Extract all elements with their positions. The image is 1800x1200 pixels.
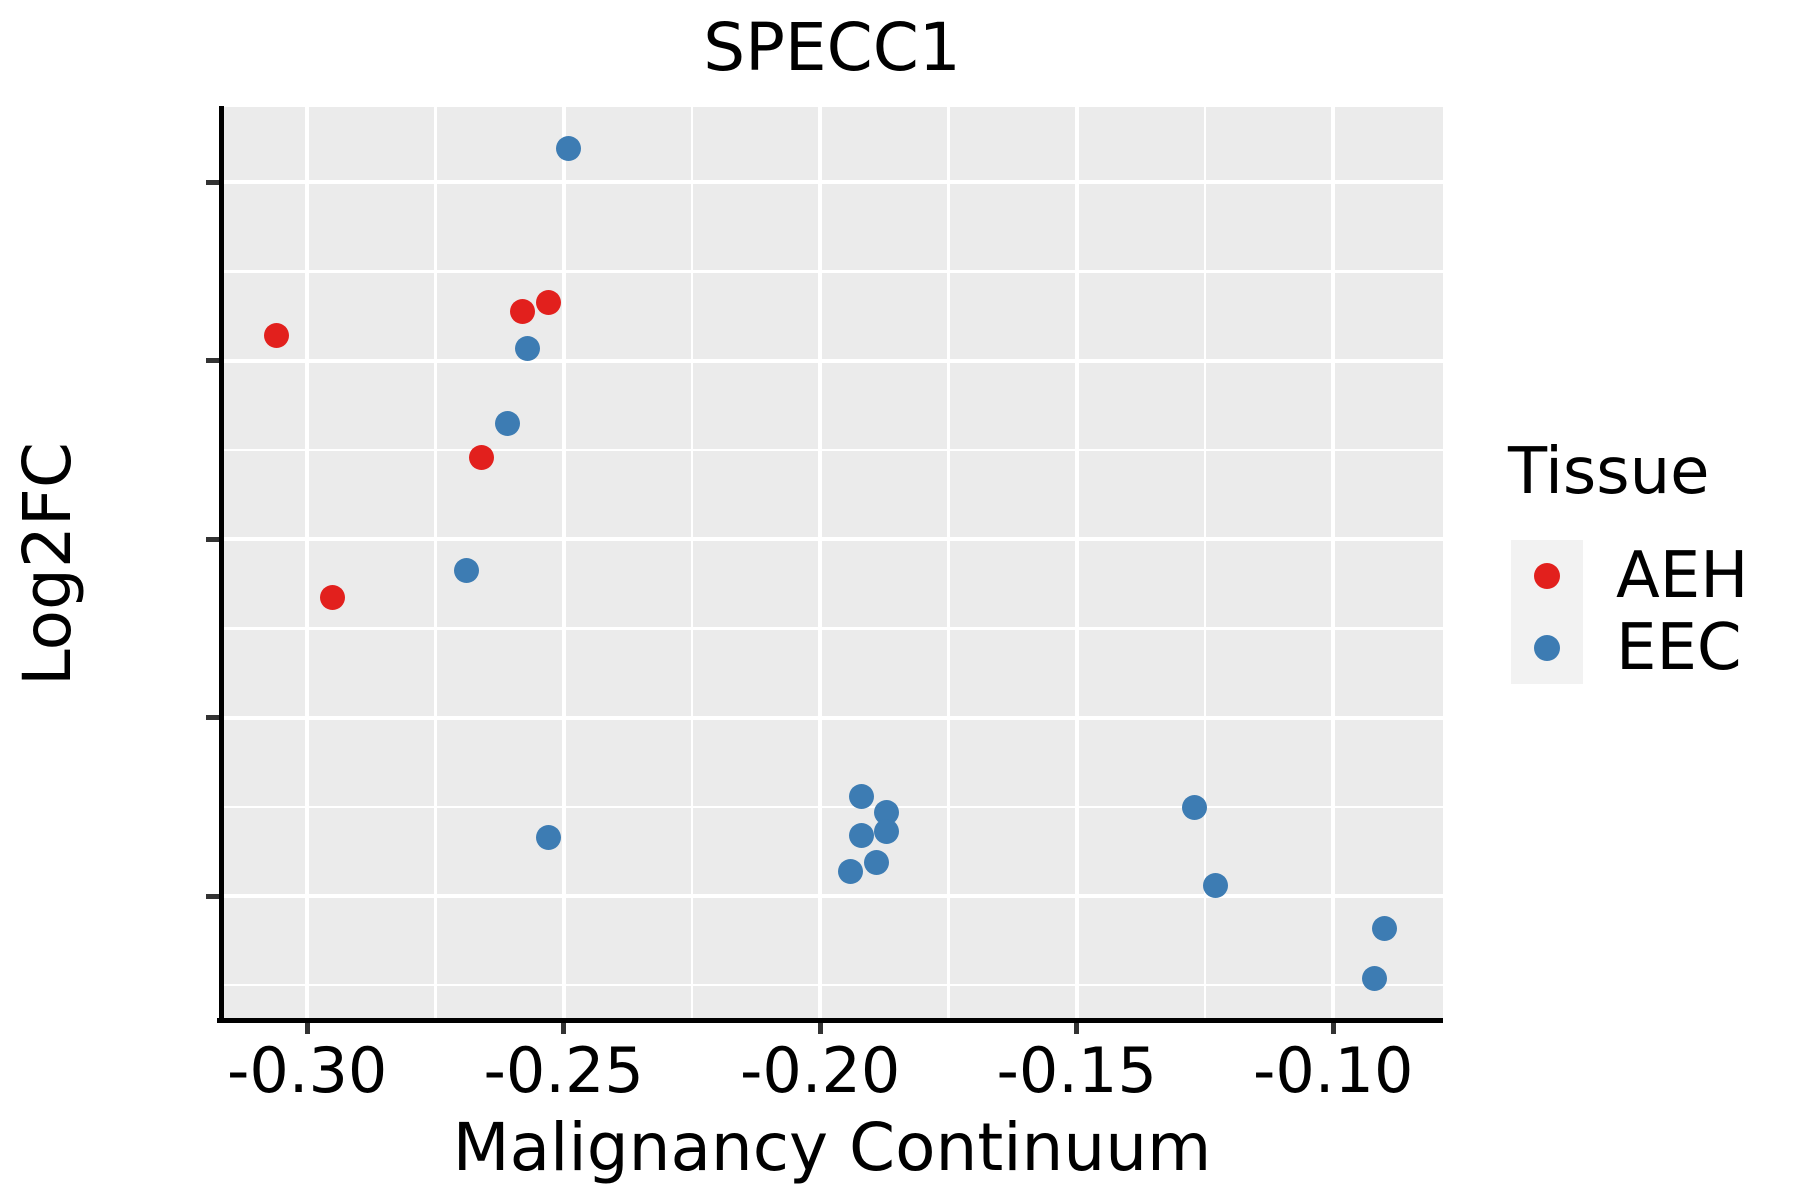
y-major-gridline — [222, 358, 1443, 363]
legend-label-eec: EEC — [1616, 611, 1742, 685]
x-minor-gridline — [434, 107, 437, 1021]
y-tick — [206, 893, 219, 899]
x-tick — [1330, 1021, 1336, 1034]
x-tick-label: -0.30 — [226, 1034, 388, 1107]
data-point-aeh — [263, 323, 289, 349]
y-tick — [206, 358, 219, 364]
data-point-aeh — [320, 584, 346, 610]
y-tick — [206, 715, 219, 721]
data-point-eec — [1182, 795, 1208, 821]
y-major-gridline — [222, 537, 1443, 542]
x-tick — [1074, 1021, 1080, 1034]
data-point-eec — [1202, 872, 1228, 898]
x-minor-gridline — [1203, 107, 1207, 1021]
data-point-aeh — [469, 444, 495, 470]
x-major-gridline — [305, 107, 310, 1021]
x-tick — [304, 1021, 310, 1034]
data-point-eec — [864, 849, 890, 875]
x-minor-gridline — [690, 107, 694, 1021]
y-minor-gridline — [222, 270, 1443, 273]
x-tick-label: -0.25 — [483, 1034, 644, 1107]
legend-title: Tissue — [1508, 435, 1710, 509]
x-axis-title: Malignancy Continuum — [452, 1109, 1212, 1186]
x-major-gridline — [1074, 107, 1079, 1021]
y-minor-gridline — [222, 983, 1443, 987]
plot-panel — [222, 107, 1443, 1021]
x-tick-label: -0.20 — [739, 1034, 901, 1107]
data-point-eec — [535, 824, 561, 850]
x-axis-spine — [217, 1018, 1443, 1023]
data-point-eec — [848, 822, 874, 848]
y-major-gridline — [222, 894, 1443, 899]
y-minor-gridline — [222, 627, 1443, 630]
x-tick — [817, 1021, 823, 1034]
y-minor-gridline — [222, 448, 1443, 452]
data-point-eec — [453, 557, 479, 583]
legend-label-aeh: AEH — [1616, 539, 1749, 613]
x-minor-gridline — [947, 107, 950, 1021]
chart-title: SPECC1 — [703, 9, 961, 86]
data-point-eec — [838, 859, 864, 885]
x-major-gridline — [818, 107, 823, 1021]
y-axis-title: Log2FC — [9, 442, 86, 686]
data-point-aeh — [510, 299, 536, 325]
y-tick — [206, 179, 219, 185]
data-point-eec — [1361, 966, 1387, 992]
y-major-gridline — [222, 180, 1443, 185]
x-tick-label: -0.15 — [996, 1034, 1157, 1107]
data-point-eec — [515, 335, 541, 361]
legend-swatch-aeh — [1534, 563, 1560, 589]
data-point-eec — [556, 135, 582, 161]
data-point-eec — [494, 410, 520, 436]
legend-swatch-eec — [1534, 635, 1560, 661]
x-tick-label: -0.10 — [1252, 1034, 1414, 1107]
data-point-aeh — [535, 290, 561, 316]
y-major-gridline — [222, 715, 1443, 720]
y-tick — [206, 536, 219, 542]
y-axis-spine — [219, 106, 224, 1023]
y-minor-gridline — [222, 805, 1443, 809]
data-point-eec — [848, 783, 874, 809]
data-point-eec — [1372, 915, 1397, 941]
x-tick — [561, 1021, 567, 1034]
data-point-eec — [874, 819, 900, 845]
x-major-gridline — [1331, 107, 1336, 1021]
x-major-gridline — [561, 107, 566, 1021]
